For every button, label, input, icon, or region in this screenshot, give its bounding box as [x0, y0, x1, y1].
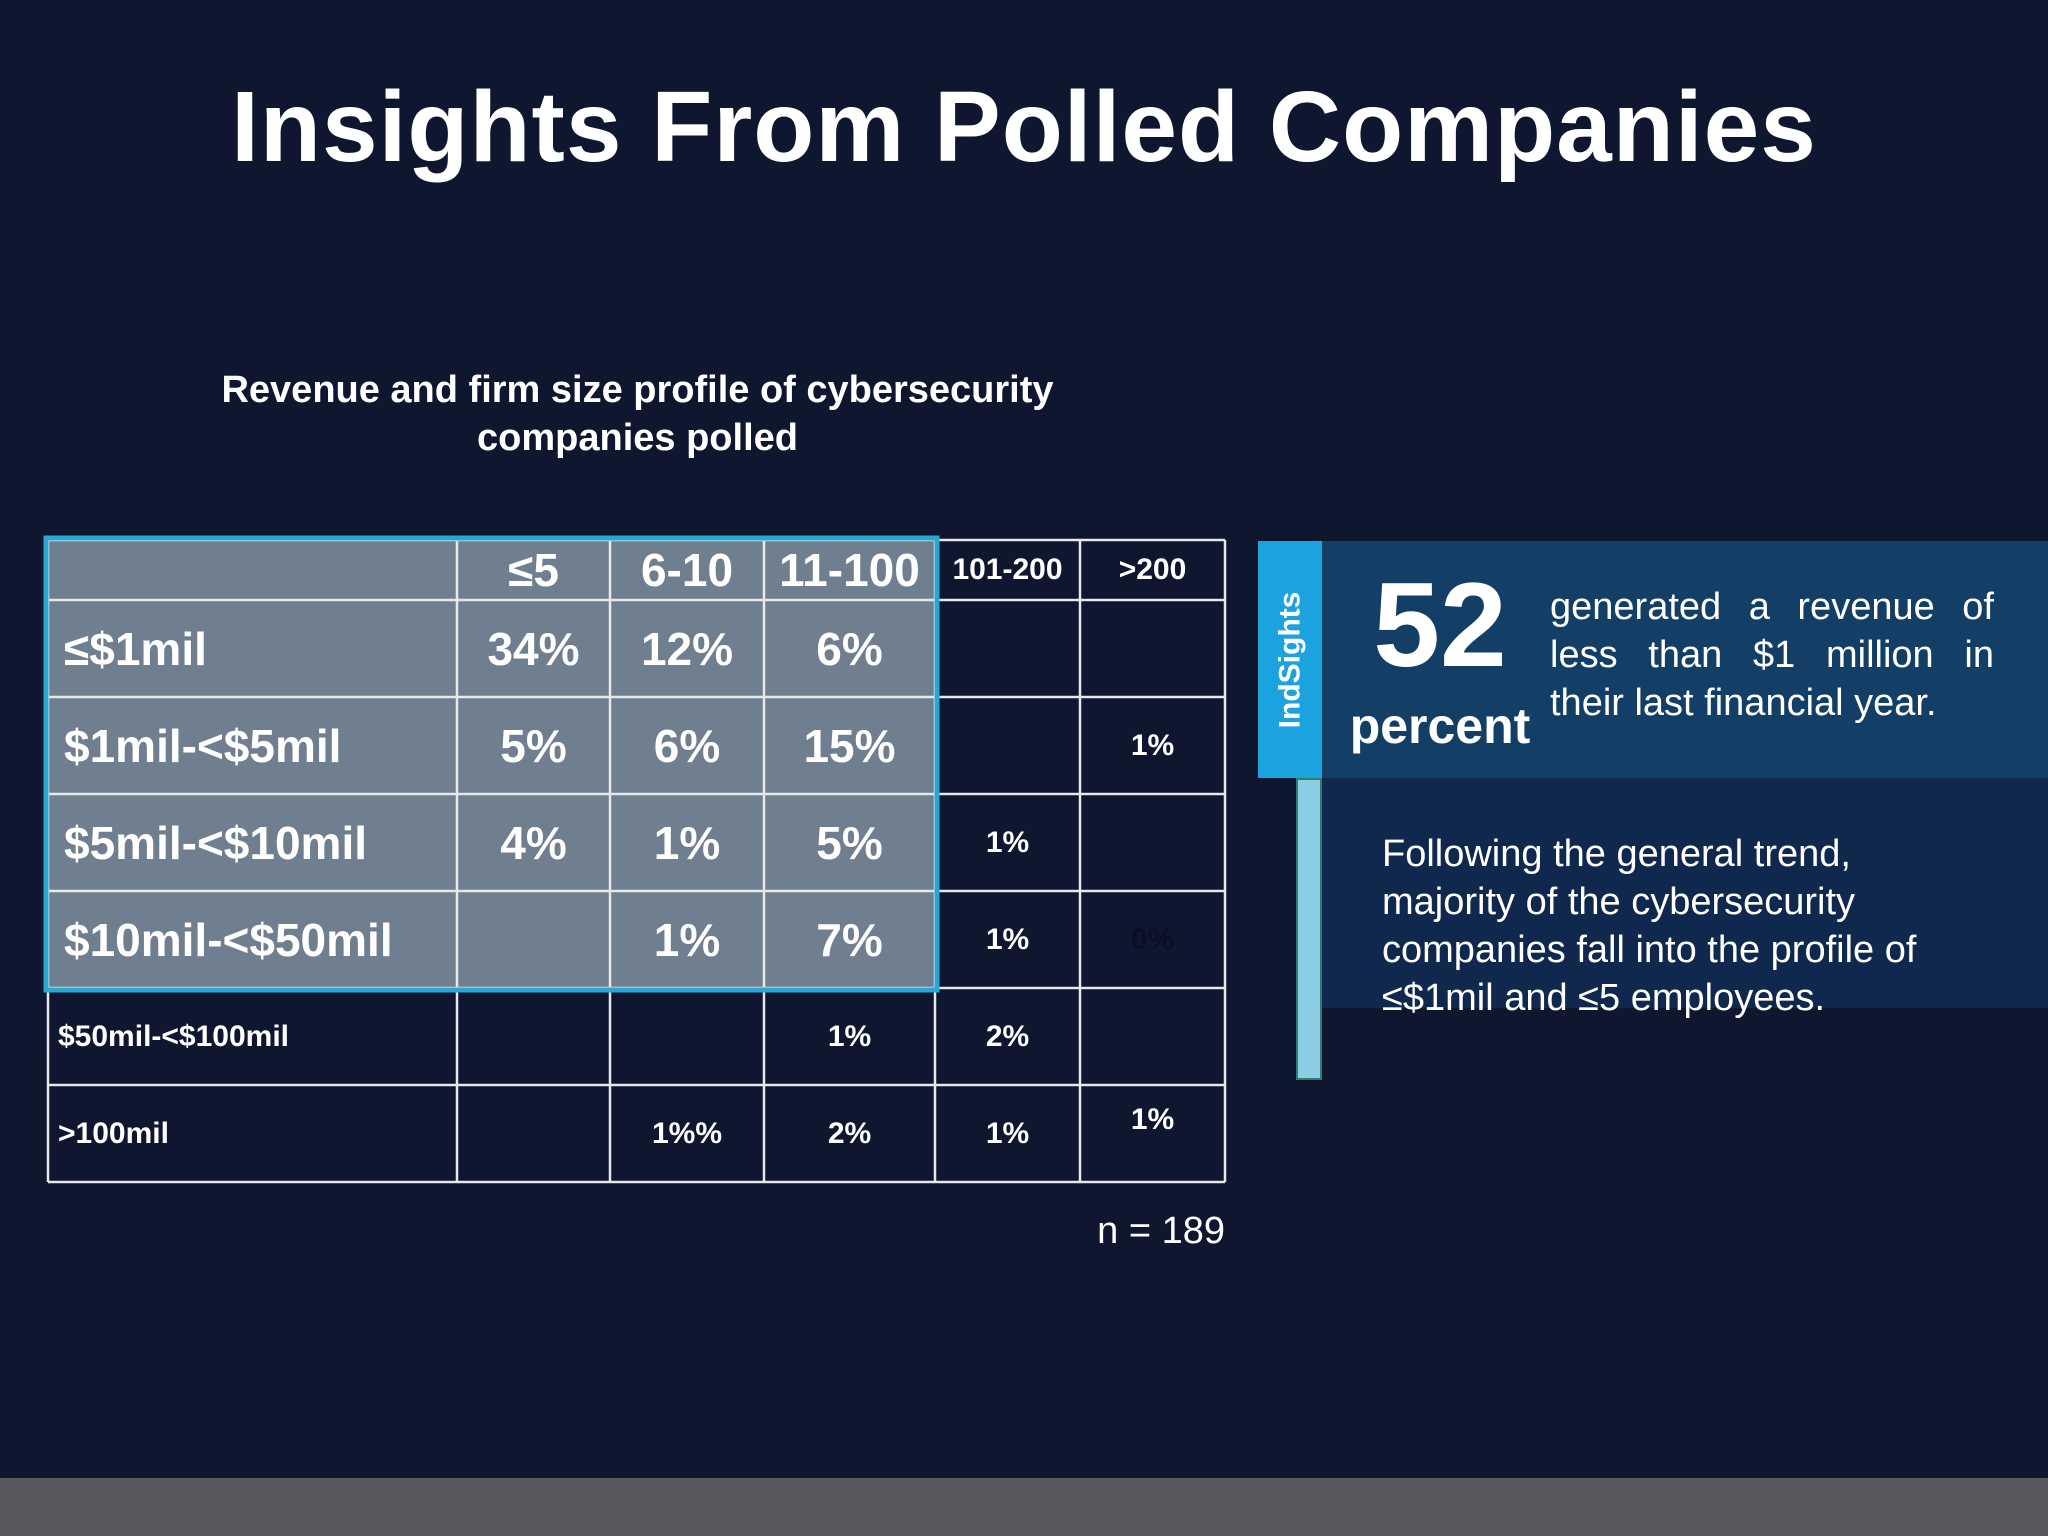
data-cell: [935, 600, 1080, 697]
indsights-tab: IndSights: [1258, 541, 1322, 778]
data-cell: 1%: [1130, 1103, 1175, 1136]
highlight-block: [48, 540, 935, 988]
data-cell: 1%: [985, 1116, 1030, 1150]
data-cell: 34%: [487, 622, 580, 675]
data-cell: 1%: [1130, 728, 1175, 762]
data-cell: 2%: [827, 1116, 872, 1150]
column-header: 11-100: [779, 544, 920, 596]
data-cell: 12%: [640, 622, 734, 675]
indsights-label: IndSights: [1273, 591, 1306, 728]
data-cell: 1%%: [651, 1116, 723, 1150]
data-cell: 1%: [827, 1019, 872, 1053]
data-cell: [1080, 600, 1225, 697]
row-label: $10mil-<$50mil: [64, 913, 393, 966]
data-cell: 0%: [1130, 922, 1175, 956]
data-cell: [610, 988, 764, 1085]
trend-note: Following the general trend, majority of…: [1382, 833, 1917, 1019]
data-cell: 1%: [653, 913, 721, 966]
data-cell: 6%: [653, 719, 721, 772]
data-cell: 1%: [985, 922, 1030, 956]
row-label: >100mil: [58, 1116, 169, 1150]
data-cell: 1%: [985, 825, 1030, 859]
highlight-border: [43, 535, 940, 993]
row-label: $1mil-<$5mil: [64, 719, 342, 772]
data-cell: [1080, 988, 1225, 1085]
row-label: $50mil-<$100mil: [58, 1019, 289, 1053]
row-label: ≤$1mil: [64, 622, 207, 675]
data-cell: [457, 891, 610, 988]
column-header: 6-10: [640, 544, 734, 596]
note-panel: [1318, 778, 2048, 1008]
data-cell: [1080, 794, 1225, 891]
data-cell: [457, 1085, 610, 1182]
data-cell: 5%: [500, 719, 567, 772]
data-cell: 2%: [985, 1019, 1030, 1053]
data-cell: [457, 988, 610, 1085]
sample-size-label: n = 189: [1097, 1210, 1225, 1252]
stat-callout-panel: [1258, 541, 2048, 778]
data-cell: 6%: [816, 622, 883, 675]
data-cell: 7%: [816, 913, 883, 966]
data-cell: 4%: [500, 816, 567, 869]
stat-value: 52: [1373, 558, 1507, 692]
footer-bar: [0, 1478, 2048, 1536]
column-header: >200: [1118, 553, 1187, 586]
callout-stem: [1296, 778, 1322, 1080]
column-header: 101-200: [952, 553, 1063, 586]
data-cell: 15%: [803, 719, 896, 772]
stat-description: generated a revenue of less than $1 mill…: [1550, 586, 1994, 724]
data-cell: 1%: [653, 816, 721, 869]
row-label: $5mil-<$10mil: [64, 816, 368, 869]
stat-unit: percent: [1349, 698, 1531, 754]
column-header: ≤5: [508, 544, 559, 596]
page-title: Insights From Polled Companies: [231, 71, 1817, 183]
table-title: Revenue and firm size profile of cyberse…: [221, 369, 1054, 459]
data-cell: 5%: [816, 816, 883, 869]
data-cell: [935, 697, 1080, 794]
